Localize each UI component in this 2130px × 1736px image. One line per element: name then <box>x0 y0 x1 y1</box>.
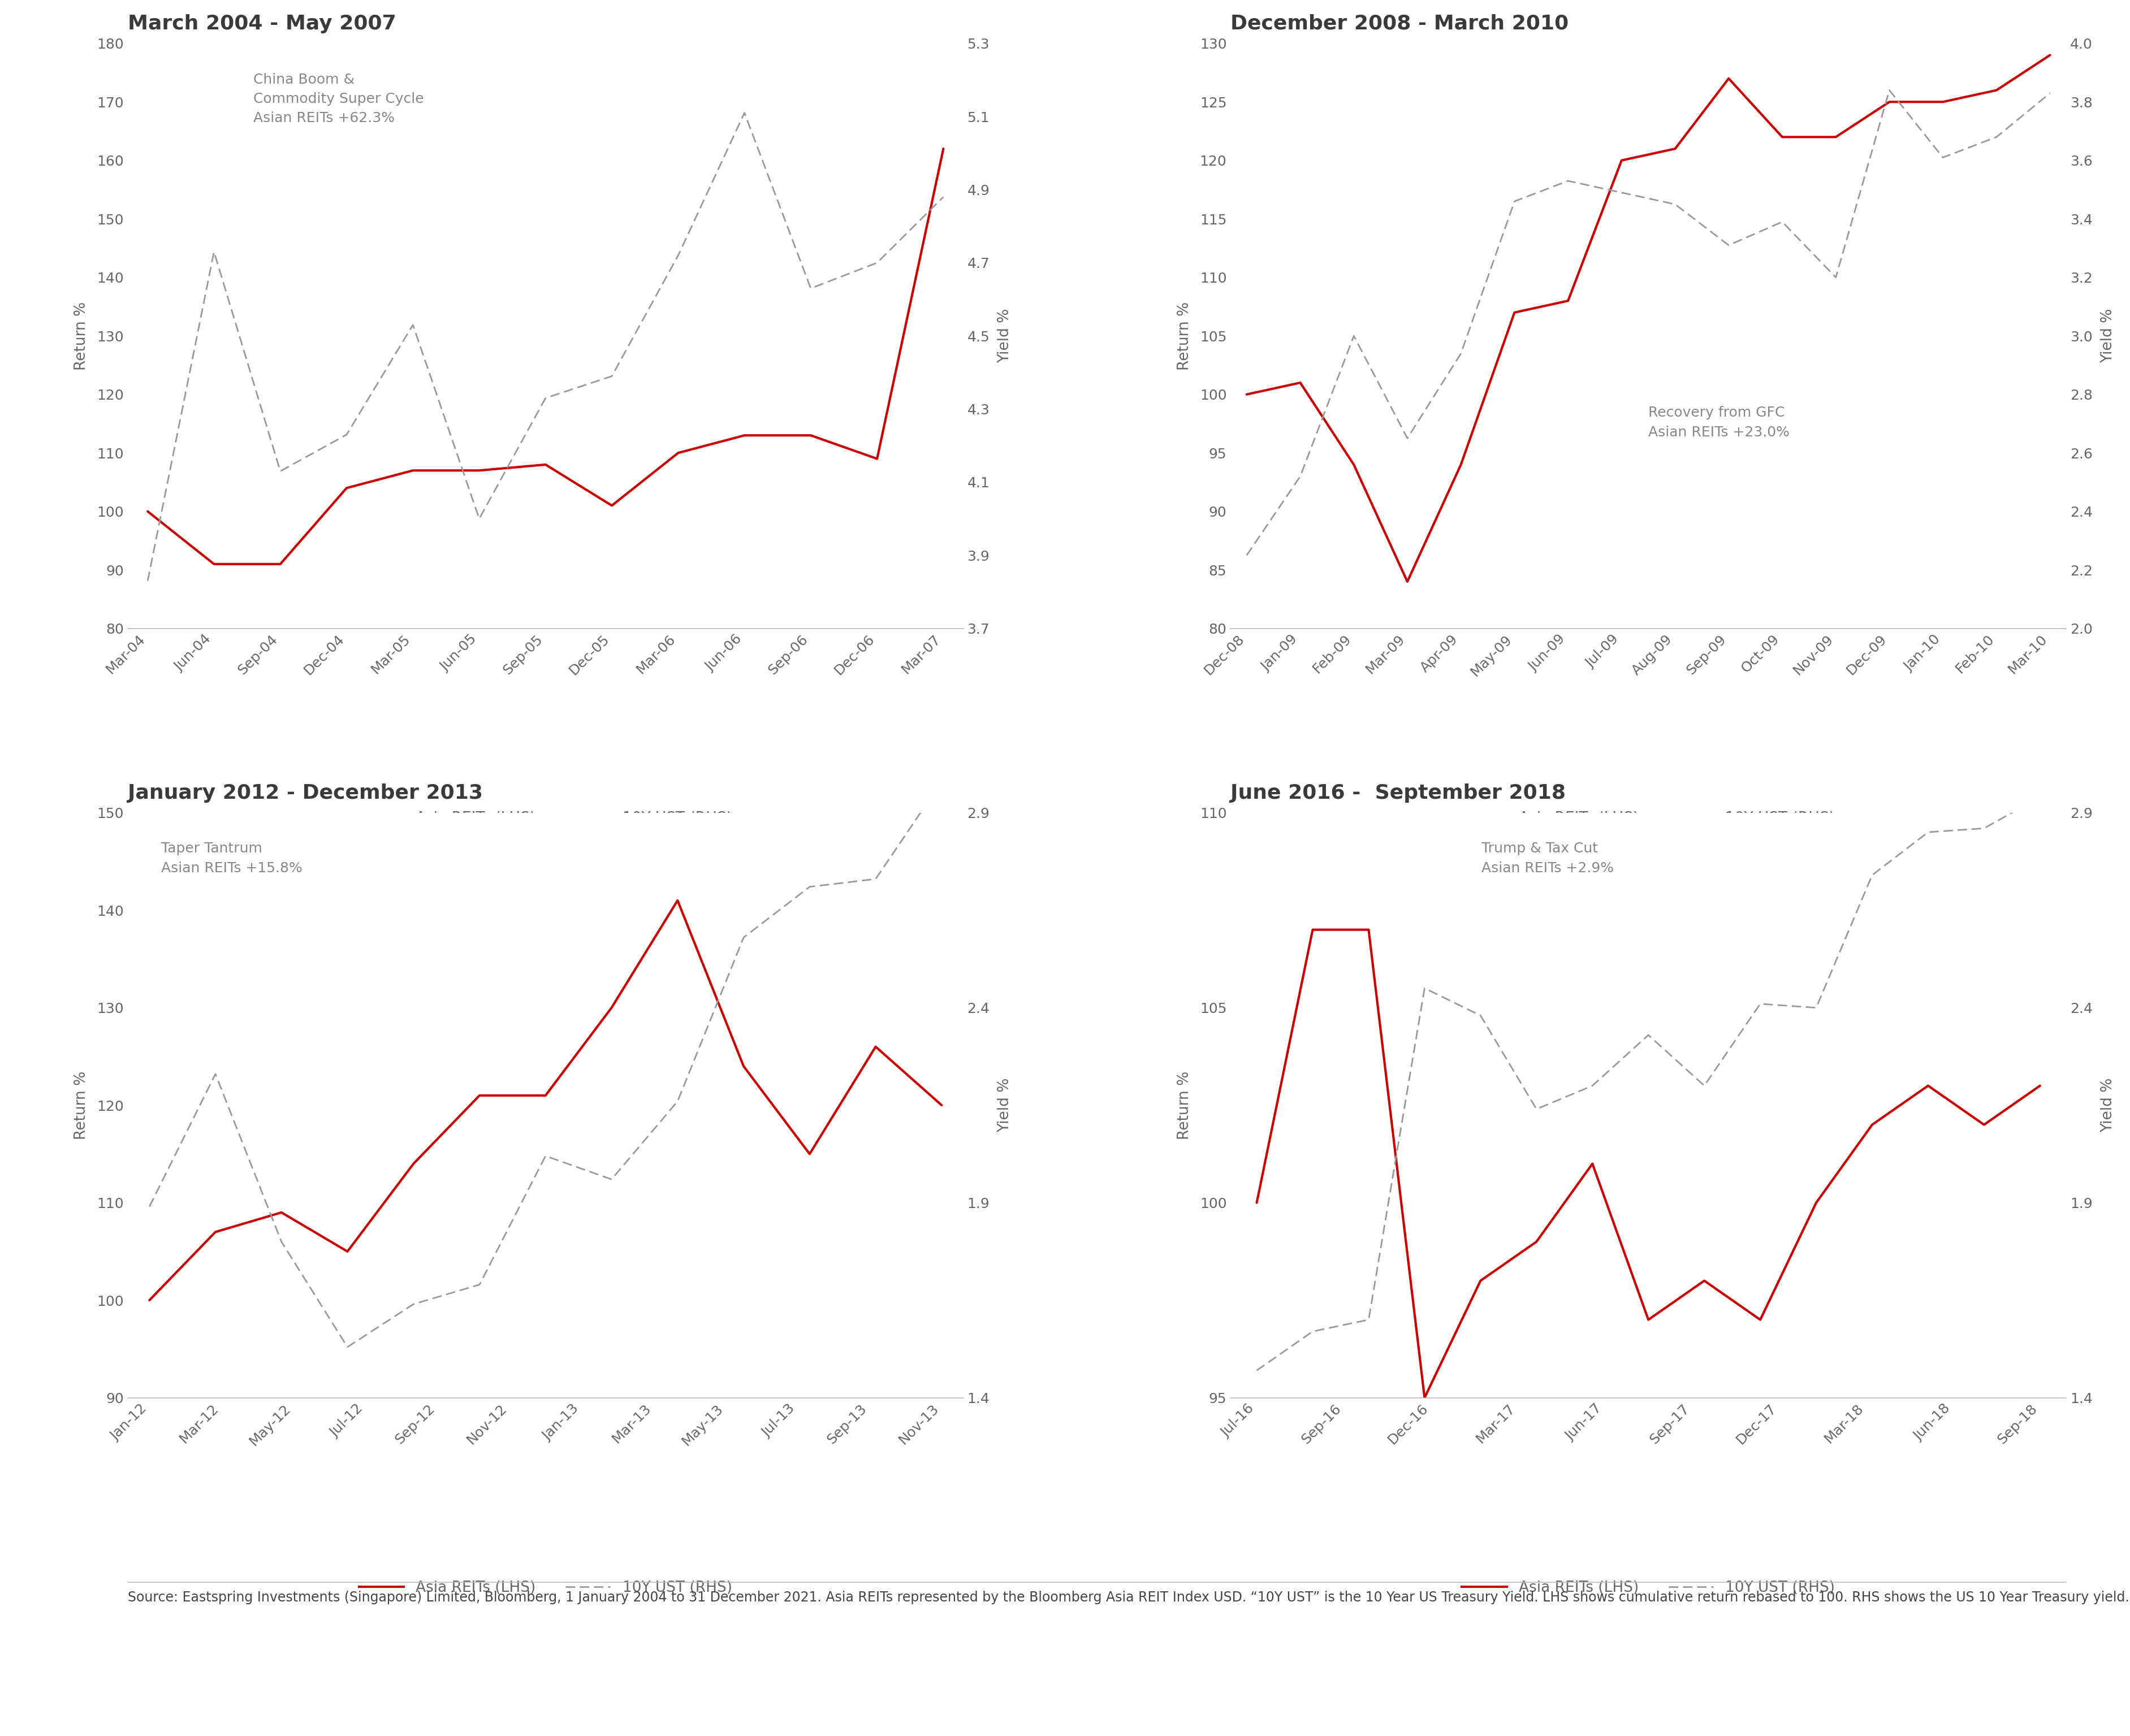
Legend: Asia REITs (LHS), 10Y UST (RHS): Asia REITs (LHS), 10Y UST (RHS) <box>360 1581 733 1595</box>
Y-axis label: Return %: Return % <box>75 1071 89 1139</box>
Text: Trump & Tax Cut
Asian REITs +2.9%: Trump & Tax Cut Asian REITs +2.9% <box>1480 842 1615 875</box>
Legend: Asia REITs (LHS), 10Y UST (RHS): Asia REITs (LHS), 10Y UST (RHS) <box>1461 811 1834 826</box>
Y-axis label: Return %: Return % <box>1178 302 1193 370</box>
Text: Taper Tantrum
Asian REITs +15.8%: Taper Tantrum Asian REITs +15.8% <box>162 842 302 875</box>
Y-axis label: Return %: Return % <box>1178 1071 1193 1139</box>
Text: January 2012 - December 2013: January 2012 - December 2013 <box>128 783 484 802</box>
Text: June 2016 -  September 2018: June 2016 - September 2018 <box>1231 783 1566 802</box>
Y-axis label: Yield %: Yield % <box>997 309 1012 363</box>
Y-axis label: Yield %: Yield % <box>2100 309 2115 363</box>
Text: Source: Eastspring Investments (Singapore) Limited, Bloomberg, 1 January 2004 to: Source: Eastspring Investments (Singapor… <box>128 1590 2130 1604</box>
Text: December 2008 - March 2010: December 2008 - March 2010 <box>1231 14 1570 33</box>
Text: Recovery from GFC
Asian REITs +23.0%: Recovery from GFC Asian REITs +23.0% <box>1649 406 1789 439</box>
Text: China Boom &
Commodity Super Cycle
Asian REITs +62.3%: China Boom & Commodity Super Cycle Asian… <box>253 73 424 125</box>
Y-axis label: Yield %: Yield % <box>2100 1078 2115 1132</box>
Y-axis label: Return %: Return % <box>75 302 89 370</box>
Legend: Asia REITs (LHS), 10Y UST (RHS): Asia REITs (LHS), 10Y UST (RHS) <box>360 811 733 826</box>
Text: March 2004 - May 2007: March 2004 - May 2007 <box>128 14 396 33</box>
Y-axis label: Yield %: Yield % <box>997 1078 1012 1132</box>
Legend: Asia REITs (LHS), 10Y UST (RHS): Asia REITs (LHS), 10Y UST (RHS) <box>1461 1581 1834 1595</box>
